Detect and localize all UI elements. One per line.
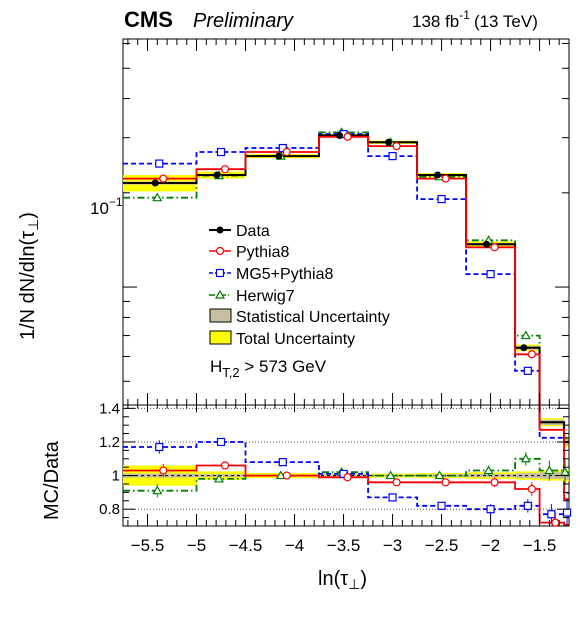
upper-marker-data-0 bbox=[151, 179, 159, 187]
upper-pad: 10−1 1/N dN/dln(τ⊥) Data Pythia8 MG5+Pyt… bbox=[17, 38, 570, 501]
ratio-y-axis-title: MC/Data bbox=[41, 440, 63, 520]
ratio-marker-herwig7-6 bbox=[483, 465, 494, 475]
ratio-marker-herwig7-4 bbox=[385, 470, 396, 480]
ratio-marker-pythia8-3 bbox=[343, 473, 352, 482]
legend-label-pythia: Pythia8 bbox=[236, 244, 289, 261]
upper-ytick-label-0.1: 10−1 bbox=[90, 195, 123, 218]
ratio-marker-pythia8-6 bbox=[490, 478, 499, 487]
upper-marker-data-3 bbox=[336, 131, 344, 139]
legend-label-herwig: Herwig7 bbox=[236, 288, 295, 305]
x-tick-label-0: −5.5 bbox=[131, 536, 165, 555]
ratio-ytick-label-3: 1.4 bbox=[99, 400, 120, 417]
upper-marker-herwig7-7 bbox=[520, 330, 531, 340]
legend-entry-herwig: Herwig7 bbox=[209, 288, 295, 305]
upper-marker-data-6 bbox=[483, 240, 491, 248]
legend-entry-total: Total Uncertainty bbox=[209, 330, 355, 348]
x-tick-labels: −5.5 −5 −4.5 −4 −3.5 −3 −2.5 −2 −1.5 bbox=[131, 536, 557, 555]
upper-marker-pythia8-7 bbox=[527, 350, 536, 359]
legend: Data Pythia8 MG5+Pythia8 Herwig7 Statist… bbox=[209, 223, 390, 348]
ratio-marker-pythia8-8 bbox=[551, 518, 560, 527]
legend-label-stat: Statistical Uncertainty bbox=[236, 309, 390, 326]
upper-marker-pythia8-2 bbox=[282, 147, 291, 157]
upper-marker-herwig7-0 bbox=[152, 192, 163, 202]
ratio-marker-herwig7-5 bbox=[434, 470, 445, 480]
upper-marker-pythia8-4 bbox=[392, 142, 401, 151]
upper-y-axis-title: 1/N dN/dln(τ⊥) bbox=[17, 212, 41, 340]
upper-marker-pythia8-1 bbox=[220, 165, 230, 174]
upper-marker-data-2 bbox=[275, 152, 283, 160]
ratio-marker-mg5-pythia8-6 bbox=[486, 505, 495, 514]
upper-marker-mg5-pythia8-5 bbox=[437, 194, 446, 204]
upper-marker-data-5 bbox=[434, 171, 442, 179]
selection-cut-label: HT,2 > 573 GeV bbox=[210, 357, 327, 380]
status-label: Preliminary bbox=[193, 10, 294, 32]
upper-y-ticks bbox=[123, 42, 569, 382]
ratio-line-herwig7 bbox=[123, 457, 569, 492]
x-tick-label-5: −3 bbox=[383, 536, 402, 555]
ratio-marker-herwig7-1 bbox=[213, 473, 225, 483]
legend-entry-data: Data bbox=[209, 223, 270, 240]
legend-label-mg5: MG5+Pythia8 bbox=[236, 266, 333, 283]
x-tick-label-8: −1.5 bbox=[523, 536, 557, 555]
ratio-marker-pythia8-1 bbox=[220, 461, 230, 470]
ratio-marker-mg5-pythia8-8 bbox=[547, 510, 556, 519]
x-axis-title: ln(τ⊥) bbox=[318, 568, 367, 592]
ratio-marker-herwig7-8 bbox=[544, 465, 555, 475]
upper-line-pythia8 bbox=[123, 135, 569, 501]
upper-marker-pythia8-6 bbox=[490, 243, 499, 252]
ratio-marker-herwig7-0 bbox=[152, 485, 163, 495]
legend-label-total: Total Uncertainty bbox=[236, 331, 355, 348]
upper-marker-pythia8-5 bbox=[441, 174, 450, 183]
upper-marker-pythia8-0 bbox=[159, 174, 168, 183]
upper-marker-data-4 bbox=[385, 138, 393, 146]
x-tick-label-1: −5 bbox=[187, 536, 206, 555]
ratio-marker-pythia8-5 bbox=[441, 478, 450, 487]
x-tick-label-7: −2 bbox=[481, 536, 500, 555]
upper-frame bbox=[122, 38, 570, 406]
upper-marker-mg5-pythia8-7 bbox=[523, 366, 532, 375]
ratio-marker-pythia8-0 bbox=[159, 466, 168, 475]
ratio-marker-mg5-pythia8-9 bbox=[562, 508, 572, 517]
upper-marker-mg5-pythia8-1 bbox=[216, 147, 226, 157]
upper-marker-mg5-pythia8-0 bbox=[155, 159, 164, 168]
upper-marker-pythia8-3 bbox=[343, 132, 352, 141]
legend-entry-pythia: Pythia8 bbox=[209, 244, 289, 261]
ratio-marker-pythia8-2 bbox=[282, 471, 291, 480]
ratio-ytick-label-0: 0.8 bbox=[99, 501, 120, 518]
experiment-label: CMS bbox=[124, 7, 173, 32]
ratio-markers bbox=[152, 437, 572, 527]
upper-marker-mg5-pythia8-6 bbox=[486, 270, 495, 279]
ratio-marker-mg5-pythia8-5 bbox=[437, 501, 446, 510]
ratio-ytick-label-1: 1 bbox=[112, 468, 120, 485]
upper-markers bbox=[151, 127, 536, 375]
ratio-ytick-label-2: 1.2 bbox=[99, 434, 120, 451]
legend-entry-stat: Statistical Uncertainty bbox=[209, 308, 390, 326]
x-tick-label-4: −3.5 bbox=[327, 536, 361, 555]
legend-entry-mg5: MG5+Pythia8 bbox=[209, 266, 333, 283]
ratio-marker-herwig7-7 bbox=[520, 453, 531, 463]
ratio-marker-mg5-pythia8-2 bbox=[278, 458, 287, 467]
ratio-marker-mg5-pythia8-7 bbox=[523, 501, 532, 510]
x-tick-label-2: −4.5 bbox=[229, 536, 263, 555]
legend-label-data: Data bbox=[236, 223, 270, 240]
ratio-marker-pythia8-7 bbox=[527, 484, 536, 494]
ratio-gridlines bbox=[123, 407, 569, 510]
ratio-y-ticks: 0.8 1 1.2 1.4 bbox=[99, 400, 569, 527]
upper-marker-mg5-pythia8-4 bbox=[388, 152, 397, 161]
ratio-marker-pythia8-4 bbox=[392, 478, 401, 487]
upper-uncertainty-bands bbox=[123, 133, 569, 447]
x-tick-label-3: −4 bbox=[285, 536, 304, 555]
x-tick-label-6: −2.5 bbox=[425, 536, 459, 555]
upper-x-ticks bbox=[127, 39, 570, 405]
ratio-pad: 0.8 1 1.2 1.4 MC/Data bbox=[41, 400, 572, 527]
ratio-x-ticks bbox=[127, 405, 570, 526]
ratio-marker-mg5-pythia8-0 bbox=[155, 442, 164, 452]
lumi-label: 138 fb-1 (13 TeV) bbox=[412, 8, 538, 31]
upper-marker-data-7 bbox=[520, 344, 528, 352]
ratio-marker-mg5-pythia8-4 bbox=[388, 493, 397, 502]
ratio-marker-mg5-pythia8-1 bbox=[216, 437, 226, 447]
upper-marker-data-1 bbox=[213, 171, 221, 179]
